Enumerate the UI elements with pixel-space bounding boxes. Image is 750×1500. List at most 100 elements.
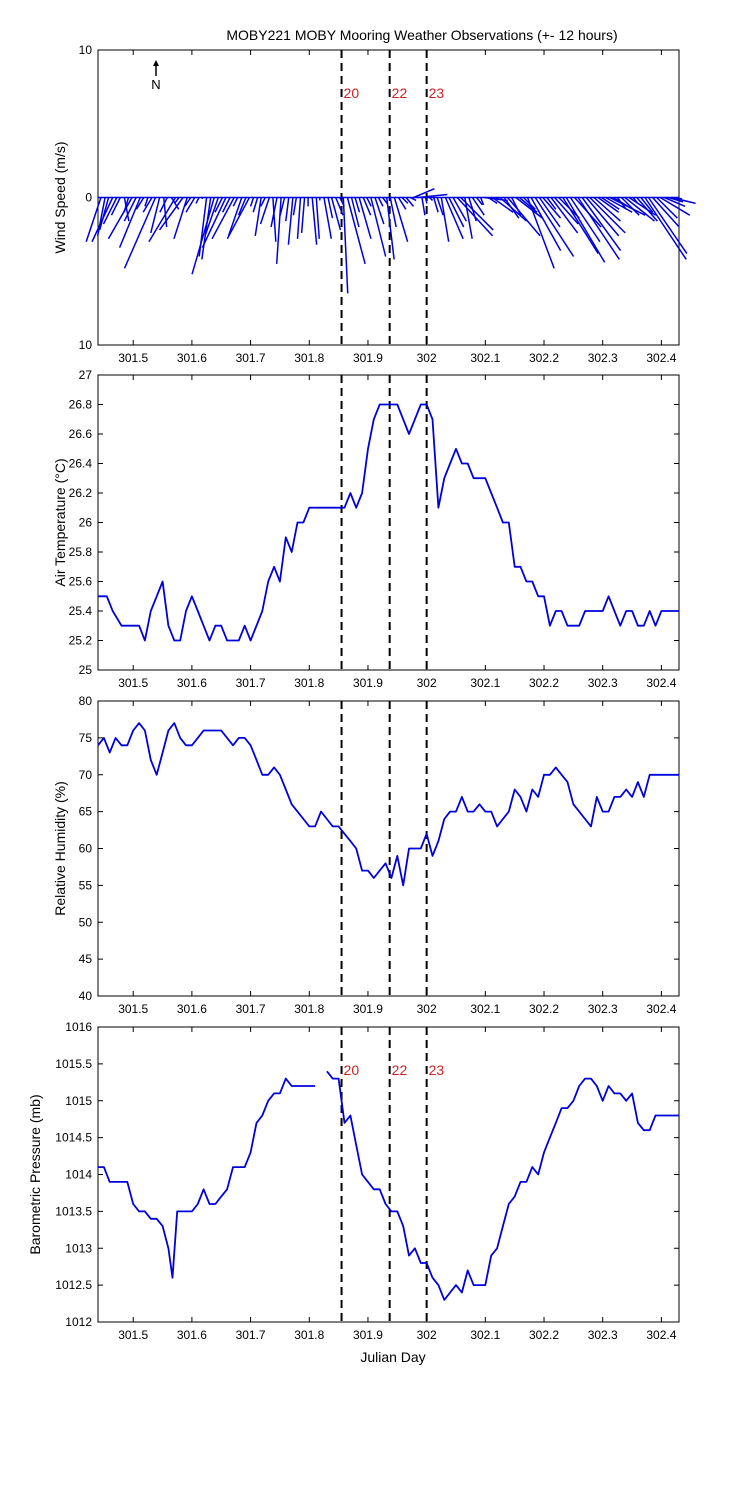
wind-vector <box>110 197 121 216</box>
y-tick-label: 26 <box>79 516 93 530</box>
x-tick-label: 302 <box>417 1002 437 1016</box>
wind-vector <box>330 197 342 231</box>
wind-vector <box>173 197 188 240</box>
wind-vector <box>342 197 349 294</box>
wind-vector <box>468 197 477 222</box>
wind-vector <box>597 196 620 213</box>
wind-vector <box>413 187 435 199</box>
wind-vector <box>142 197 153 213</box>
wind-vector <box>652 196 680 228</box>
wind-vector <box>664 196 686 208</box>
x-tick-label: 302.1 <box>470 676 500 690</box>
wind-vector <box>385 197 395 260</box>
wind-vector <box>135 197 145 210</box>
wind-vector <box>507 197 541 237</box>
wind-vector <box>421 197 426 216</box>
wind-vector <box>292 197 298 216</box>
wind-vector <box>227 197 243 237</box>
wind-vector <box>440 197 450 242</box>
wind-vector <box>159 197 168 213</box>
wind-vector <box>366 197 372 207</box>
wind-vector <box>232 197 239 207</box>
x-tick-label: 301.6 <box>177 676 207 690</box>
y-tick-label: 40 <box>79 989 93 1003</box>
event-label: 23 <box>429 85 445 101</box>
panels: 301.5 301.6 301.7 301.8 301.9 302 302.1 302.2 30… <box>27 43 696 1342</box>
x-tick-label: 301.6 <box>177 351 207 365</box>
wind-vector <box>515 196 543 219</box>
wind-vector <box>432 197 439 213</box>
wind-vector <box>346 197 366 265</box>
wind-vector <box>300 197 306 233</box>
x-tick-label: 301.7 <box>236 1002 266 1016</box>
x-tick-label: 302.2 <box>529 351 559 365</box>
wind-vector <box>296 197 302 239</box>
y-tick-label: 70 <box>79 768 93 782</box>
y-tick-label: 1015.5 <box>55 1057 92 1071</box>
wind-vector <box>605 196 633 213</box>
wind-vector <box>436 197 444 216</box>
wind-vector <box>123 197 130 222</box>
wind-vector <box>675 196 683 200</box>
y-tick-label: 65 <box>79 805 93 819</box>
y-axis-label: Wind Speed (m/s) <box>52 141 68 253</box>
x-tick-label: 302.3 <box>588 1328 618 1342</box>
x-tick-label: 301.7 <box>236 351 266 365</box>
wind-vector <box>237 197 247 216</box>
wind-vector <box>424 197 428 204</box>
wind-vector <box>601 196 620 210</box>
wind-vector <box>118 197 141 248</box>
event-label: 22 <box>392 1062 408 1078</box>
x-tick-label: 302 <box>417 1328 437 1342</box>
x-tick-label: 301.8 <box>294 1328 324 1342</box>
wind-vector <box>554 197 579 225</box>
y-axis-label: Air Temperature (°C) <box>52 458 68 586</box>
wind-vector <box>538 197 561 228</box>
wind-vector <box>471 197 485 216</box>
wind-vector <box>562 197 599 254</box>
y-tick-label: 1014 <box>65 1168 92 1182</box>
x-tick-label: 302.4 <box>646 1002 676 1016</box>
wind-vector <box>526 197 555 269</box>
wind-vector <box>475 197 484 206</box>
x-tick-label: 302.3 <box>588 1002 618 1016</box>
x-tick-label: 302.4 <box>646 676 676 690</box>
y-tick-label: 1016 <box>65 1020 92 1034</box>
x-tick-label: 301.8 <box>294 351 324 365</box>
wind-vector <box>254 197 262 236</box>
wind-vector <box>656 196 678 219</box>
wind-vector <box>659 196 691 216</box>
wind-vector <box>311 197 318 245</box>
series-line <box>97 722 679 887</box>
panel-air_temperature: 301.5 301.6 301.7 301.8 301.9 302 302.1 302.2 30… <box>52 368 680 690</box>
wind-vector <box>464 197 473 239</box>
wind-vector <box>370 197 387 257</box>
wind-vector <box>452 197 467 222</box>
wind-vector <box>287 197 294 245</box>
wind-vector <box>401 196 409 204</box>
y-tick-label: 25.8 <box>69 545 93 559</box>
y-tick-label: 26.4 <box>69 457 93 471</box>
wind-vector <box>593 196 621 222</box>
wind-vector <box>275 197 282 264</box>
y-tick-label: 1013 <box>65 1241 92 1255</box>
wind-vector <box>647 197 688 254</box>
wind-vector <box>668 196 684 203</box>
wind-vector <box>285 197 290 222</box>
wind-vector <box>429 196 434 201</box>
wind-vector <box>632 197 639 204</box>
wind-vector <box>191 197 215 275</box>
wind-vector <box>640 197 654 213</box>
x-axis-label: Julian Day <box>360 1349 425 1365</box>
wind-vector <box>393 197 409 242</box>
figure-title: MOBY221 MOBY Mooring Weather Observation… <box>226 27 617 43</box>
x-tick-label: 302.4 <box>646 351 676 365</box>
x-tick-label: 301.9 <box>353 351 383 365</box>
y-tick-label: 55 <box>79 878 93 892</box>
wind-vector <box>91 197 114 243</box>
y-tick-label: 10 <box>79 338 93 352</box>
x-tick-label: 301.6 <box>177 1002 207 1016</box>
series-line <box>98 403 679 642</box>
y-tick-label: 75 <box>79 731 93 745</box>
